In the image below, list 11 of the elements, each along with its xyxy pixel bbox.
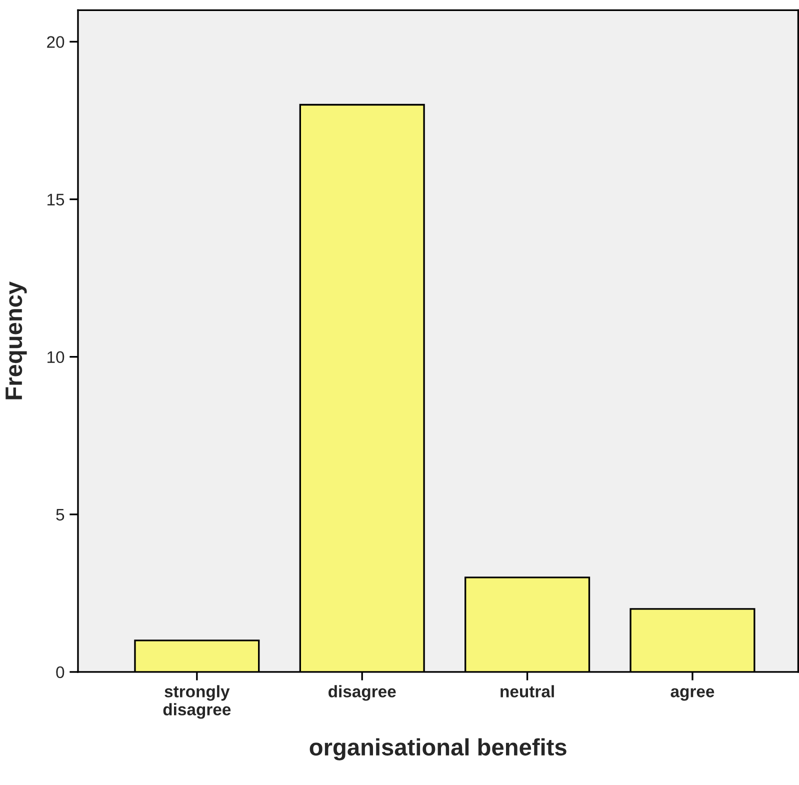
y-tick-label: 0	[56, 666, 64, 678]
x-tick-label: disagree	[328, 685, 396, 701]
y-tick-label: 5	[56, 508, 64, 521]
y-tick-label: 10	[48, 351, 64, 364]
x-tick-label: strongly disagree	[163, 685, 231, 719]
x-axis-title: organisational benefits	[310, 738, 566, 760]
y-tick-label: 20	[47, 36, 64, 48]
x-tick-label: neutral	[500, 685, 554, 698]
y-tick-label: 15	[48, 194, 64, 206]
x-tick-label: agree	[670, 688, 714, 701]
y-axis-title: Frequency	[6, 282, 27, 400]
